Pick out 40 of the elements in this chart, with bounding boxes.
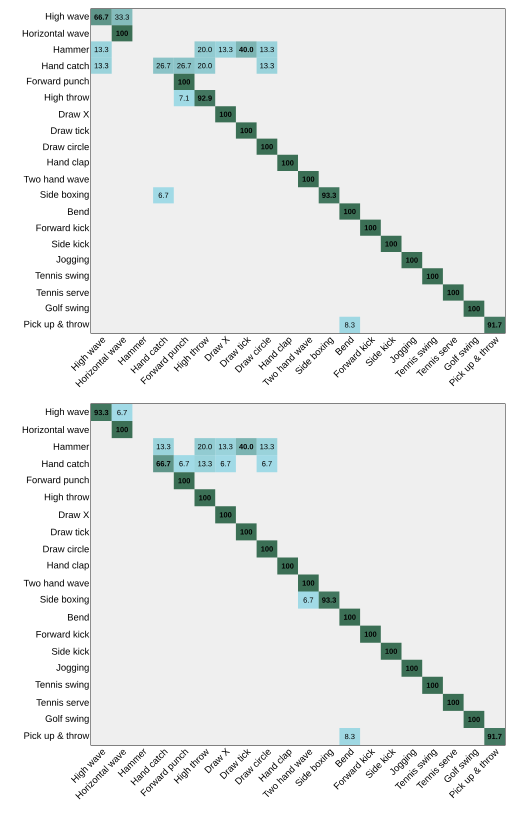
y-tick-label: Horizontal wave: [22, 426, 89, 434]
y-tick-label: Pick up & throw: [24, 732, 90, 741]
y-tick-label: Forward kick: [36, 224, 90, 232]
y-tick-label: Golf swing: [46, 304, 89, 314]
y-tick-label: Hand catch: [42, 460, 89, 468]
y-tick-label: Forward kick: [36, 630, 90, 638]
y-tick-label: Forward punch: [26, 77, 89, 86]
y-tick-label: Side boxing: [40, 596, 89, 604]
y-tick-label: Bend: [68, 208, 89, 215]
y-tick-label: Hand clap: [47, 562, 89, 570]
y-tick-label: Horizontal wave: [22, 30, 89, 37]
y-tick-label: Side kick: [52, 648, 90, 655]
y-tick-label: Hand clap: [47, 158, 89, 168]
y-tick-label: Side kick: [52, 240, 90, 248]
y-tick-label: Hammer: [54, 443, 90, 450]
y-tick-label: Hammer: [54, 46, 90, 53]
y-tick-label: Two hand wave: [24, 580, 89, 587]
y-tick-label: Draw tick: [51, 528, 90, 536]
y-tick-label: Tennis swing: [35, 680, 89, 690]
y-tick-label: Jogging: [56, 664, 89, 673]
y-tick-label: Jogging: [56, 256, 89, 265]
y-tick-label: Draw circle: [43, 143, 89, 150]
y-tick-label: High wave: [46, 12, 89, 22]
y-tick-label: Draw X: [59, 512, 90, 518]
y-tick-label: High throw: [44, 94, 90, 103]
y-tick-label: Draw X: [59, 110, 90, 118]
y-tick-label: Draw circle: [43, 545, 89, 552]
y-tick-label: Bend: [68, 614, 89, 621]
y-tick-label: Side boxing: [40, 190, 89, 200]
y-tick-label: High wave: [46, 408, 89, 417]
y-tick-label: Draw tick: [51, 127, 90, 134]
y-tick-label: Pick up & throw: [24, 320, 90, 330]
y-tick-label: Forward punch: [26, 476, 89, 486]
y-tick-label: Tennis serve: [36, 289, 89, 296]
y-tick-label: Golf swing: [46, 715, 89, 724]
y-tick-label: High throw: [44, 493, 90, 502]
y-tick-label: Tennis serve: [36, 698, 89, 706]
y-tick-label: Hand catch: [42, 62, 89, 70]
y-tick-label: Tennis swing: [35, 272, 89, 281]
y-tick-label: Two hand wave: [24, 176, 89, 183]
